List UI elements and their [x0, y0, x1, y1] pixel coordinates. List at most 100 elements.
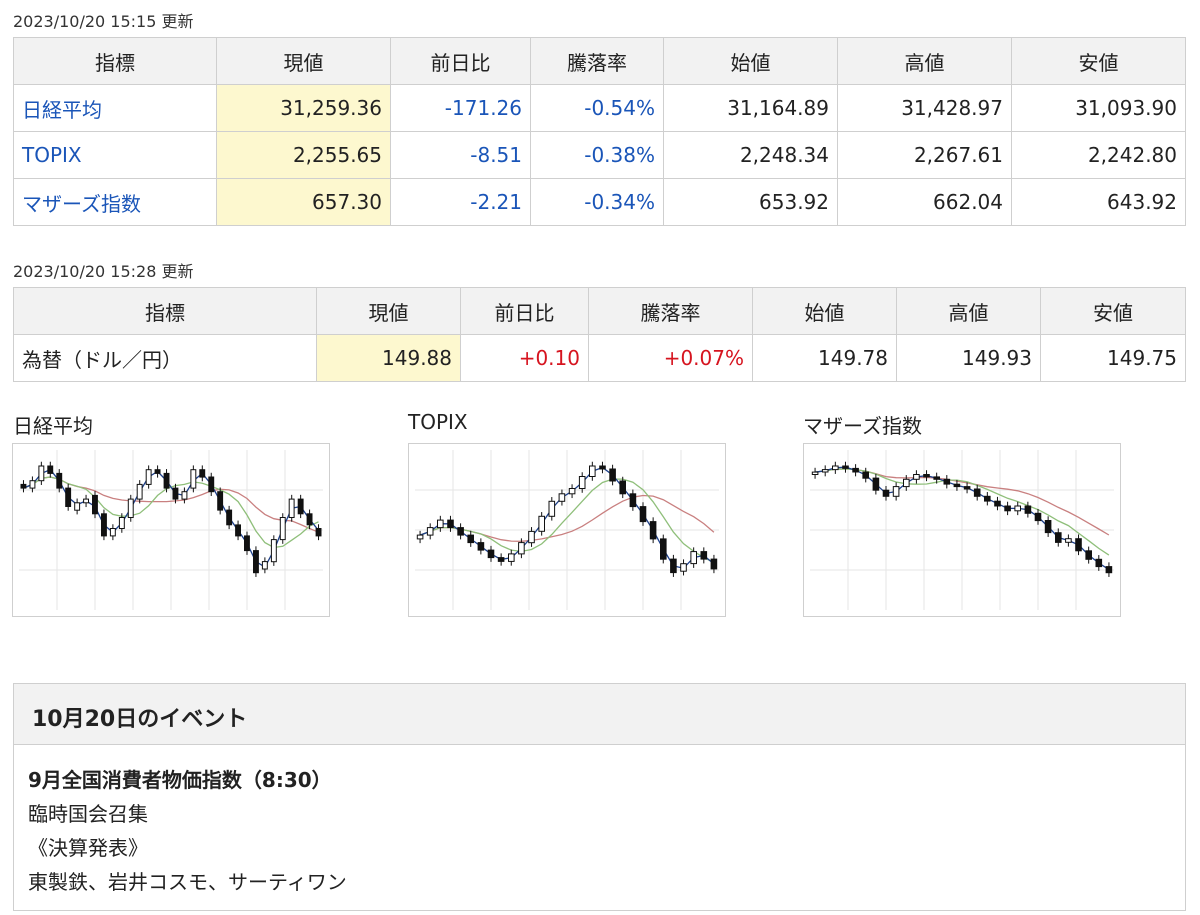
candle-body [710, 558, 718, 570]
ma-mid-line [815, 468, 1110, 556]
nikkei-link[interactable]: 日経平均 [22, 97, 102, 122]
candle-body [56, 472, 63, 489]
topix-link[interactable]: TOPIX [22, 143, 82, 167]
candle-body [1004, 505, 1011, 512]
candle-body [101, 513, 107, 537]
high-value: 31,428.97 [837, 84, 1012, 132]
candle-body [437, 519, 444, 529]
candle-body [862, 471, 870, 479]
open-value: 149.78 [752, 334, 897, 382]
table-row: 為替（ドル／円） 149.88 +0.10 +0.07% 149.78 149.… [13, 334, 1186, 382]
header-low: 安値 [1040, 287, 1186, 335]
candle-body [933, 476, 940, 480]
candle-body [609, 468, 616, 482]
header-current: 現値 [316, 287, 461, 335]
candle-body [1024, 505, 1032, 514]
header-low: 安値 [1011, 37, 1186, 85]
candle-body [680, 563, 687, 572]
fx-timestamp: 2023/10/20 15:28 更新 [13, 262, 194, 281]
candle-body [497, 557, 505, 562]
candle-body [903, 478, 910, 488]
low-value: 149.75 [1040, 334, 1186, 382]
candle-body [1105, 566, 1113, 574]
candle-body [92, 494, 98, 515]
candle-body [127, 498, 134, 518]
header-indicator: 指標 [13, 287, 317, 335]
header-indicator: 指標 [13, 37, 217, 85]
open-value: 31,164.89 [663, 84, 838, 132]
candle-body [29, 480, 36, 489]
candle-body [244, 535, 250, 552]
candle-body [872, 477, 880, 491]
candle-body [700, 551, 708, 560]
candle-body [315, 528, 322, 537]
event-panel: 10月20日のイベント 9月全国消費者物価指数（8:30） 臨時国会召集 《決算… [13, 683, 1186, 911]
candle-body [1095, 558, 1103, 568]
candle-body [217, 491, 224, 511]
candle-body [226, 509, 233, 526]
candle-body [235, 524, 242, 537]
change-value: +0.10 [460, 334, 589, 382]
mothers-chart[interactable] [803, 443, 1121, 617]
candle-body [589, 465, 596, 477]
fx-table: 指標 現値 前日比 騰落率 始値 高値 安値 為替（ドル／円） 149.88 +… [13, 287, 1186, 382]
candle-body [1014, 505, 1021, 512]
candle-body [181, 491, 188, 500]
candle-body [963, 486, 971, 490]
candle-body [649, 521, 657, 540]
candle-body [467, 534, 475, 544]
header-change: 前日比 [460, 287, 589, 335]
pct-value: -0.54% [530, 84, 664, 132]
nikkei-chart[interactable] [12, 443, 330, 617]
event-line: 9月全国消費者物価指数（8:30） [28, 768, 332, 792]
stocks-timestamp: 2023/10/20 15:15 更新 [13, 12, 194, 31]
mothers-link[interactable]: マザーズ指数 [22, 191, 141, 216]
candle-body [558, 493, 566, 502]
chart-title-nikkei: 日経平均 [13, 414, 93, 438]
topix-chart[interactable] [408, 443, 726, 617]
change-value: -8.51 [390, 131, 531, 179]
table-header-row: 指標 現値 前日比 騰落率 始値 高値 安値 [13, 287, 1186, 335]
current-value: 2,255.65 [216, 131, 391, 179]
event-header: 10月20日のイベント [14, 684, 1185, 745]
candle-body [118, 517, 125, 529]
header-open: 始値 [663, 37, 838, 85]
current-value: 149.88 [316, 334, 461, 382]
high-value: 662.04 [837, 178, 1012, 226]
pct-value: +0.07% [588, 334, 753, 382]
header-high: 高値 [837, 37, 1012, 85]
candle-body [288, 498, 295, 518]
candle-body [172, 487, 179, 500]
candle-body [163, 472, 170, 489]
table-row: マザーズ指数 657.30 -2.21 -0.34% 653.92 662.04… [13, 178, 1186, 226]
chart-title-topix: TOPIX [408, 410, 468, 434]
candle-body [832, 465, 839, 471]
ma-short-line [23, 468, 320, 569]
current-value: 657.30 [216, 178, 391, 226]
candle-body [1075, 538, 1082, 552]
fx-name: 為替（ドル／円） [13, 334, 317, 382]
candle-body [154, 469, 161, 474]
candle-body [208, 476, 215, 493]
low-value: 643.92 [1011, 178, 1186, 226]
candle-body [416, 534, 424, 540]
candle-body [660, 538, 667, 560]
candle-body [297, 498, 304, 515]
candle-body [1055, 532, 1062, 543]
candle-body [20, 483, 27, 489]
candle-body [457, 527, 464, 536]
candle-body [1034, 512, 1042, 522]
candle-body [447, 519, 454, 529]
candle-body [690, 551, 697, 565]
candle-body [306, 513, 313, 526]
candle-body [578, 476, 586, 489]
candle-body [892, 486, 900, 497]
candle-body [882, 489, 890, 497]
candle-body [619, 480, 626, 495]
event-line: 《決算発表》 [28, 836, 148, 860]
event-title: 10月20日のイベント [32, 707, 248, 732]
low-value: 31,093.90 [1011, 84, 1186, 132]
change-value: -171.26 [390, 84, 531, 132]
candle-body [199, 469, 206, 478]
candle-body [508, 553, 515, 562]
